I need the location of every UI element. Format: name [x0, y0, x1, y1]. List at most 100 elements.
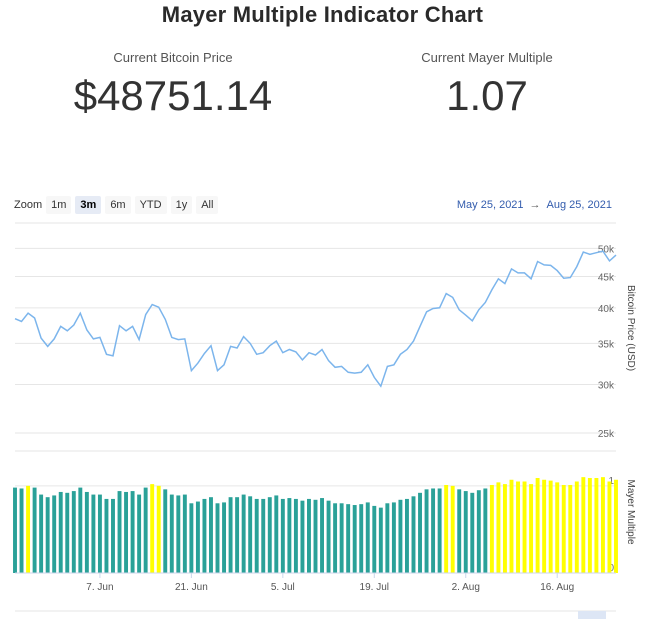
- price-tick-label: 35k: [598, 339, 615, 350]
- mayer-bar: [587, 478, 592, 573]
- mayer-bar: [117, 491, 122, 573]
- mayer-bar: [215, 503, 220, 573]
- mayer-axis-title: Mayer Multiple: [625, 479, 636, 544]
- mayer-bar: [555, 482, 560, 573]
- mayer-bar: [143, 487, 148, 573]
- mayer-bar: [333, 503, 338, 573]
- zoom-6m-button[interactable]: 6m: [105, 196, 131, 214]
- price-axis-title: Bitcoin Price (USD): [625, 285, 636, 371]
- x-tick-label: 2. Aug: [452, 582, 480, 593]
- mayer-bar: [182, 494, 187, 573]
- zoom-all-button[interactable]: All: [196, 196, 219, 214]
- mayer-bar: [150, 484, 155, 573]
- mayer-bar: [97, 494, 102, 573]
- mayer-bar: [195, 501, 200, 573]
- mayer-bar: [320, 498, 324, 573]
- mayer-bar: [124, 491, 129, 573]
- mayer-bar: [313, 499, 318, 573]
- mayer-tick-label: 1: [608, 476, 614, 487]
- mayer-bar: [280, 498, 285, 573]
- mayer-bar: [189, 503, 194, 573]
- mayer-bar: [202, 498, 207, 573]
- range-to-input[interactable]: Aug 25, 2021: [546, 199, 612, 211]
- mayer-bar: [561, 484, 566, 573]
- mayer-bar: [607, 481, 612, 573]
- mayer-bar: [261, 498, 266, 573]
- price-tick-label: 40k: [598, 304, 615, 315]
- zoom-3m-button[interactable]: 3m: [75, 196, 102, 214]
- mayer-bar: [300, 500, 305, 573]
- mayer-bar: [398, 499, 403, 573]
- x-tick-label: 19. Jul: [360, 582, 389, 593]
- mayer-bar: [267, 497, 272, 573]
- mayer-bar: [548, 480, 553, 573]
- mayer-bar: [496, 482, 501, 573]
- date-range: May 25, 2021 → Aug 25, 2021: [457, 199, 612, 211]
- mayer-bar: [457, 489, 462, 573]
- mayer-bar: [365, 502, 370, 573]
- range-from-input[interactable]: May 25, 2021: [456, 199, 524, 211]
- mayer-bar: [78, 487, 83, 573]
- mayer-bar: [502, 484, 507, 573]
- mayer-bar: [391, 502, 396, 573]
- mayer-bar: [326, 500, 331, 573]
- mayer-bar: [450, 485, 455, 573]
- mayer-bar: [372, 505, 377, 573]
- mayer-bar: [254, 498, 259, 573]
- mayer-bar: [463, 491, 468, 573]
- mayer-bar: [241, 494, 246, 573]
- mayer-bar: [574, 481, 579, 573]
- mayer-bar: [437, 488, 442, 573]
- zoom-ytd-button[interactable]: YTD: [134, 196, 167, 214]
- mayer-bar: [130, 491, 135, 573]
- mayer-bar: [228, 497, 233, 573]
- mayer-bar: [529, 484, 534, 573]
- mayer-bar: [483, 488, 488, 573]
- mayer-chart: 25k 30k 35k 40k 45k 50k Bitcoin Price (USD) 0 1M…: [13, 222, 636, 619]
- mayer-bar: [307, 498, 311, 573]
- mayer-bar: [84, 491, 89, 573]
- x-tick-label: 7. Jun: [86, 582, 113, 593]
- zoom-1m-button[interactable]: 1m: [46, 196, 72, 214]
- price-series-line: [14, 250, 617, 388]
- price-tick-label: 25k: [598, 429, 615, 440]
- mayer-bar: [339, 503, 344, 573]
- mayer-bar: [293, 498, 298, 573]
- mayer-bar: [346, 504, 351, 573]
- navigator-mask: [578, 611, 606, 619]
- range-arrow-icon: →: [529, 199, 541, 211]
- mayer-bar: [470, 492, 475, 573]
- price-tick-label: 45k: [598, 272, 615, 283]
- mayer-bar: [424, 489, 429, 573]
- mayer-bar: [385, 503, 390, 573]
- zoom-1y-button[interactable]: 1y: [170, 196, 193, 214]
- mayer-bar: [52, 495, 57, 573]
- mayer-bar: [535, 478, 540, 573]
- mayer-bar: [287, 498, 292, 573]
- mayer-bar: [248, 496, 253, 573]
- page-title: Mayer Multiple Indicator Chart: [161, 2, 484, 27]
- price-tick-label: 50k: [598, 244, 615, 255]
- mayer-bar: [39, 494, 44, 573]
- mayer-bar: [19, 488, 24, 573]
- current-price-label: Current Bitcoin Price: [113, 50, 233, 65]
- mayer-bar: [71, 491, 76, 573]
- x-tick-label: 21. Jun: [175, 582, 208, 593]
- mayer-bar: [581, 477, 586, 573]
- mayer-bar: [476, 490, 481, 573]
- mayer-bar: [274, 495, 279, 573]
- current-price-value: $48751.14: [73, 72, 273, 119]
- mayer-bar: [58, 491, 63, 573]
- mayer-bar: [509, 479, 514, 573]
- current-mayer-value: 1.07: [446, 72, 528, 119]
- mayer-bar: [444, 484, 449, 573]
- mayer-bar: [418, 492, 422, 573]
- mayer-bar: [431, 488, 436, 573]
- mayer-tick-label: 0: [608, 563, 614, 574]
- mayer-bar: [104, 498, 109, 573]
- mayer-bar: [91, 494, 96, 573]
- x-tick-label: 16. Aug: [540, 582, 574, 593]
- mayer-bar: [359, 504, 364, 573]
- mayer-bar: [411, 496, 416, 573]
- mayer-bar: [111, 498, 115, 573]
